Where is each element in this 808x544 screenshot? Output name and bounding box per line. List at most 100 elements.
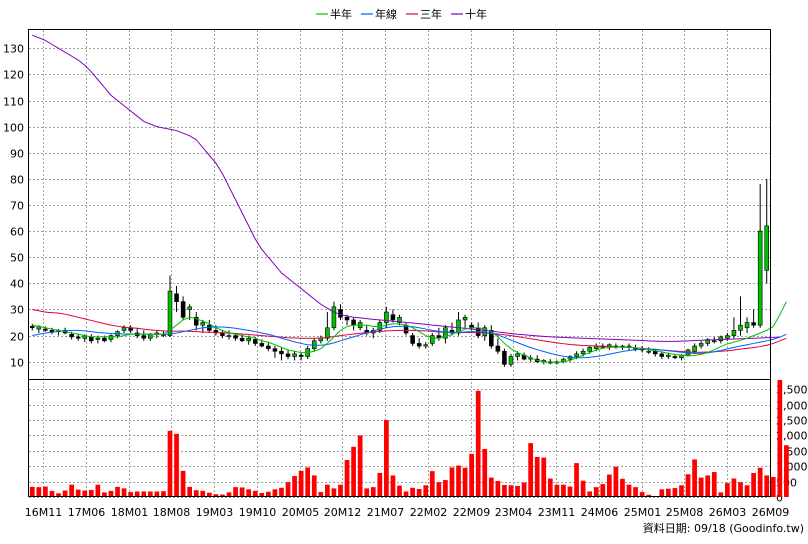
volume-bar <box>154 491 160 497</box>
volume-bar <box>534 456 540 497</box>
candle-up <box>423 344 428 347</box>
volume-bar <box>246 489 252 497</box>
candle-down <box>49 330 55 332</box>
price-tick-label: 60 <box>10 226 24 239</box>
volume-bar <box>416 488 422 497</box>
candle-up <box>384 311 389 323</box>
candle-down <box>89 336 94 342</box>
x-tick-label: 25M01 <box>624 506 662 519</box>
volume-bar <box>508 485 514 497</box>
volume-bar <box>206 492 212 497</box>
candle-down <box>102 337 107 342</box>
volume-bar <box>443 480 448 497</box>
candle-down <box>652 350 658 355</box>
volume-bar <box>108 490 114 497</box>
candle-down <box>390 314 396 321</box>
candle-down <box>180 301 186 318</box>
price-tick-label: 40 <box>10 278 24 291</box>
volume-bar <box>731 478 737 497</box>
volume-bar <box>167 430 173 497</box>
candle-up <box>200 322 206 326</box>
volume-bar <box>495 480 501 497</box>
x-tick-label: 20M05 <box>282 506 320 519</box>
volume-bar <box>43 486 48 497</box>
volume-bar <box>233 487 238 497</box>
volume-bar <box>265 491 271 497</box>
candle-down <box>751 322 756 326</box>
legend-label: 年線 <box>375 7 397 21</box>
price-tick-label: 10 <box>10 357 24 370</box>
candle-up <box>698 343 704 347</box>
candle-down <box>213 330 219 334</box>
volume-bar <box>252 490 258 497</box>
candle-up <box>187 306 192 310</box>
candle-up <box>318 337 324 342</box>
x-tick-label: 20M12 <box>324 506 362 519</box>
volume-bar <box>757 467 763 497</box>
volume-bar <box>305 467 311 497</box>
candle-down <box>239 337 245 342</box>
volume-bar <box>554 484 560 497</box>
volume-bar <box>174 433 179 497</box>
volume-bar <box>482 448 488 497</box>
candle-down <box>69 333 74 338</box>
candle-up <box>397 317 402 323</box>
volume-bar <box>462 467 468 497</box>
volume-bar <box>36 487 42 497</box>
candle-up <box>292 353 297 357</box>
volume-tick-label: 3,500 <box>776 384 808 397</box>
volume-bar <box>390 475 396 497</box>
volume-bar <box>56 493 61 497</box>
ma-half-year-line <box>32 301 787 363</box>
candle-up <box>515 353 520 357</box>
volume-bar <box>115 486 120 497</box>
volume-bar <box>200 490 206 497</box>
candle-up <box>731 330 737 336</box>
candle-down <box>252 339 258 344</box>
ma-ten-year-line <box>32 34 780 342</box>
candle-up <box>738 324 743 331</box>
volume-bar <box>75 489 81 497</box>
volume-bar <box>770 476 776 497</box>
volume-bar <box>357 435 363 497</box>
volume-panel-frame <box>28 379 771 497</box>
x-tick-label: 17M06 <box>68 506 106 519</box>
volume-bar <box>88 489 94 497</box>
footer-source: 資料日期: 09/18 (Goodinfo.tw) <box>643 521 804 535</box>
volume-tick-label: 0 <box>776 492 783 505</box>
volume-bar <box>180 470 186 497</box>
volume-bar <box>613 466 619 497</box>
legend: 半年 年線 三年 十年 <box>316 7 487 21</box>
volume-bar <box>95 484 101 497</box>
volume-bar <box>423 485 429 497</box>
volume-tick-label: 2,000 <box>776 430 808 443</box>
price-tick-label: 20 <box>10 331 24 344</box>
volume-bar <box>738 482 743 497</box>
volume-bar <box>298 470 304 497</box>
candle-down <box>344 317 350 321</box>
volume-bar <box>705 475 711 497</box>
x-tick-label: 26M09 <box>752 506 790 519</box>
x-tick-label: 19M10 <box>239 506 277 519</box>
volume-bar <box>633 487 638 497</box>
volume-bar <box>515 485 520 497</box>
volume-bar <box>272 489 278 497</box>
volume-bar <box>672 488 678 497</box>
x-tick-label: 23M04 <box>495 506 533 519</box>
candle-up <box>167 290 173 336</box>
volume-grid <box>29 389 770 498</box>
volume-bar <box>213 494 219 497</box>
volume-bar <box>449 467 455 497</box>
x-tick-label: 25M08 <box>666 506 704 519</box>
volume-bar <box>82 490 88 497</box>
candle-up <box>646 350 651 353</box>
volume-bar <box>698 477 704 497</box>
volume-bar <box>62 490 68 497</box>
candle-up <box>757 230 763 326</box>
price-tick-label: 30 <box>10 304 24 317</box>
volume-bar <box>29 486 35 497</box>
volume-bar <box>384 420 389 497</box>
